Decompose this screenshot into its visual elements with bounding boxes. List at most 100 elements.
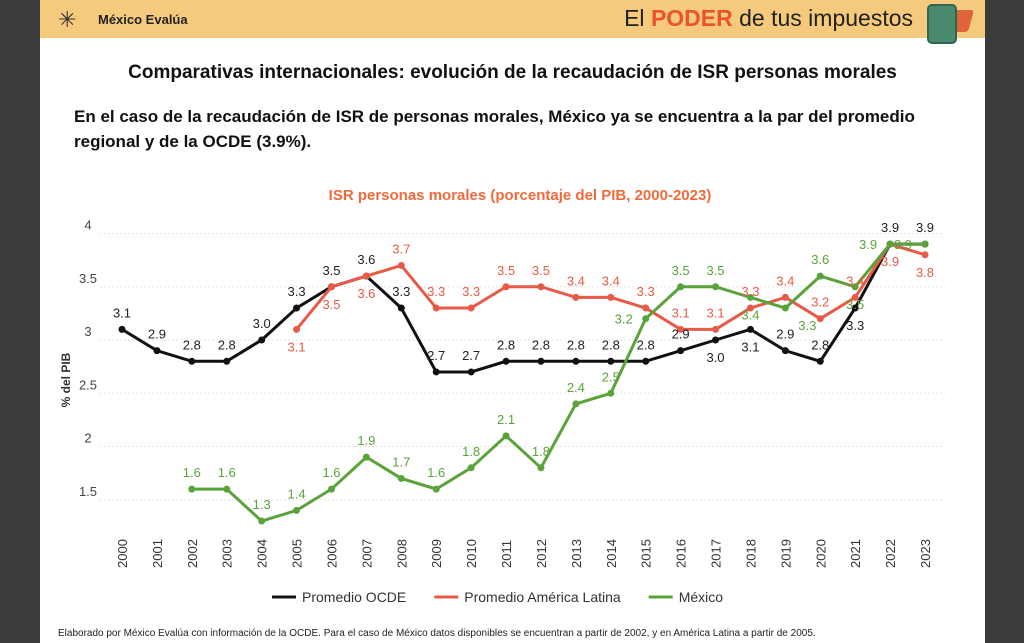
legend-label: Promedio América Latina	[464, 589, 621, 605]
data-point	[223, 485, 231, 493]
data-point	[188, 485, 196, 493]
data-point	[677, 283, 685, 291]
data-point	[362, 453, 370, 461]
data-label: 1.3	[253, 497, 271, 512]
tagline: El PODER de tus impuestos	[624, 5, 913, 32]
data-point	[781, 304, 789, 312]
page-subtitle: En el caso de la recaudación de ISR de p…	[74, 107, 915, 151]
data-point	[432, 304, 440, 312]
x-tick-label: 2012	[534, 539, 549, 568]
data-label: 3.1	[741, 339, 759, 354]
x-tick-label: 2011	[499, 540, 514, 568]
data-point	[327, 485, 335, 493]
x-tick-label: 2023	[918, 539, 933, 568]
y-axis-label: % del PIB	[59, 352, 73, 407]
data-point	[712, 283, 720, 291]
data-point	[293, 506, 301, 514]
x-tick-label: 2001	[150, 539, 165, 568]
data-label: 3.6	[357, 286, 375, 301]
x-tick-label: 2016	[674, 539, 689, 568]
data-point	[746, 325, 754, 333]
data-point	[642, 315, 650, 323]
tagline-pre: El	[624, 5, 651, 31]
y-tick-label: 2.5	[79, 377, 97, 392]
x-tick-label: 2019	[778, 539, 793, 568]
x-tick-label: 2018	[743, 539, 758, 568]
data-label: 3.9	[916, 220, 934, 235]
data-label: 3.4	[602, 273, 620, 288]
data-point	[921, 251, 929, 259]
header-bar: ✳ México Evalúa El PODER de tus impuesto…	[40, 0, 985, 44]
x-tick-label: 2002	[185, 539, 200, 568]
brand-name: México Evalúa	[98, 12, 188, 27]
x-tick-label: 2009	[429, 539, 444, 568]
data-point	[746, 293, 754, 301]
x-tick-label: 2007	[359, 539, 374, 568]
y-tick-label: 4	[84, 218, 91, 233]
data-point	[467, 368, 475, 376]
data-point	[746, 304, 754, 312]
data-point	[188, 357, 196, 365]
data-label: 3.5	[497, 263, 515, 278]
tagline-post: de tus impuestos	[732, 5, 913, 31]
data-label: 3.9	[894, 237, 912, 252]
data-label: 2.7	[427, 348, 445, 363]
data-label: 3.5	[706, 263, 724, 278]
data-label: 1.6	[322, 465, 340, 480]
legend-label: Promedio OCDE	[302, 589, 406, 605]
data-label: 2.8	[183, 337, 201, 352]
data-point	[537, 357, 545, 365]
data-label: 3.9	[881, 220, 899, 235]
data-label: 2.9	[148, 327, 166, 342]
data-label: 3.7	[392, 241, 410, 256]
data-point	[362, 272, 370, 280]
data-label: 3.4	[846, 273, 864, 288]
y-tick-label: 2	[84, 431, 91, 446]
data-label: 1.8	[532, 444, 550, 459]
data-point	[432, 368, 440, 376]
data-point	[397, 304, 405, 312]
data-point	[607, 389, 615, 397]
data-label: 3.0	[706, 350, 724, 365]
data-point	[712, 336, 720, 344]
x-tick-label: 2020	[813, 539, 828, 568]
data-point	[642, 357, 650, 365]
data-point	[502, 357, 510, 365]
page: ✳ México Evalúa El PODER de tus impuesto…	[40, 0, 985, 643]
data-label: 1.4	[288, 486, 306, 501]
data-label: 3.9	[859, 237, 877, 252]
data-point	[502, 283, 510, 291]
data-label: 3.3	[798, 318, 816, 333]
data-point	[572, 357, 580, 365]
x-tick-label: 2003	[220, 539, 235, 568]
x-tick-label: 2008	[394, 539, 409, 568]
data-point	[642, 304, 650, 312]
data-point	[607, 357, 615, 365]
data-point	[502, 432, 510, 440]
y-tick-label: 3	[84, 324, 91, 339]
footer-note: Elaborado por México Evalúa con informac…	[58, 628, 816, 639]
data-point	[397, 261, 405, 269]
data-point	[607, 293, 615, 301]
data-point	[816, 357, 824, 365]
data-label: 2.8	[532, 337, 550, 352]
data-label: 3.5	[322, 297, 340, 312]
data-label: 3.5	[532, 263, 550, 278]
data-point	[293, 304, 301, 312]
data-label: 2.8	[637, 337, 655, 352]
data-label: 2.4	[567, 380, 585, 395]
page-title: Comparativas internacionales: evolución …	[128, 62, 897, 83]
legend-label: México	[679, 589, 724, 605]
data-point	[886, 240, 894, 248]
data-point	[851, 283, 859, 291]
x-tick-label: 2005	[290, 539, 305, 568]
data-label: 3.8	[916, 265, 934, 280]
data-point	[851, 304, 859, 312]
data-label: 2.9	[672, 327, 690, 342]
data-label: 2.7	[462, 348, 480, 363]
data-point	[781, 347, 789, 355]
data-label: 3.3	[637, 284, 655, 299]
data-label: 3.1	[113, 305, 131, 320]
x-tick-label: 2000	[115, 539, 130, 568]
